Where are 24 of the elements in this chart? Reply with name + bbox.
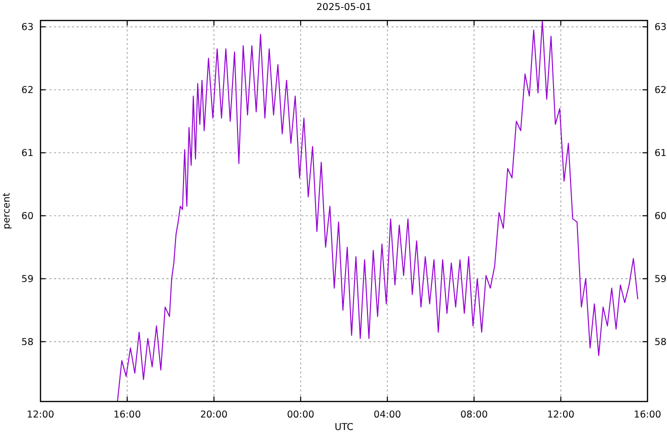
chart-title: 2025-05-01: [316, 2, 372, 13]
y2-tick-label: 62: [654, 85, 667, 96]
x-tick-label: 04:00: [374, 410, 402, 420]
y2-tick-label: 61: [654, 148, 667, 160]
x-tick-label: 20:00: [200, 410, 228, 420]
y-tick-label: 58: [21, 337, 34, 348]
y2-tick-label: 58: [654, 337, 667, 348]
y-tick-label: 59: [21, 274, 34, 286]
x-tick-label: 16:00: [114, 410, 141, 420]
y-tick-label: 63: [21, 22, 34, 34]
y-axis-title: percent: [2, 192, 12, 230]
x-tick-label: 08:00: [460, 410, 488, 420]
y-tick-label: 60: [21, 211, 34, 222]
x-tick-label: 12:00: [26, 410, 54, 420]
y-tick-label: 61: [21, 148, 34, 160]
x-tick-label: 00:00: [286, 410, 314, 420]
y-tick-label: 62: [21, 85, 34, 96]
x-axis-title: UTC: [334, 422, 354, 432]
y2-tick-label: 59: [654, 274, 667, 286]
line-series: [116, 20, 638, 402]
x-tick-label: 16:00: [634, 410, 662, 420]
y2-tick-label: 60: [654, 211, 667, 222]
x-tick-label: 12:00: [547, 410, 574, 420]
y2-tick-label: 63: [654, 22, 667, 34]
